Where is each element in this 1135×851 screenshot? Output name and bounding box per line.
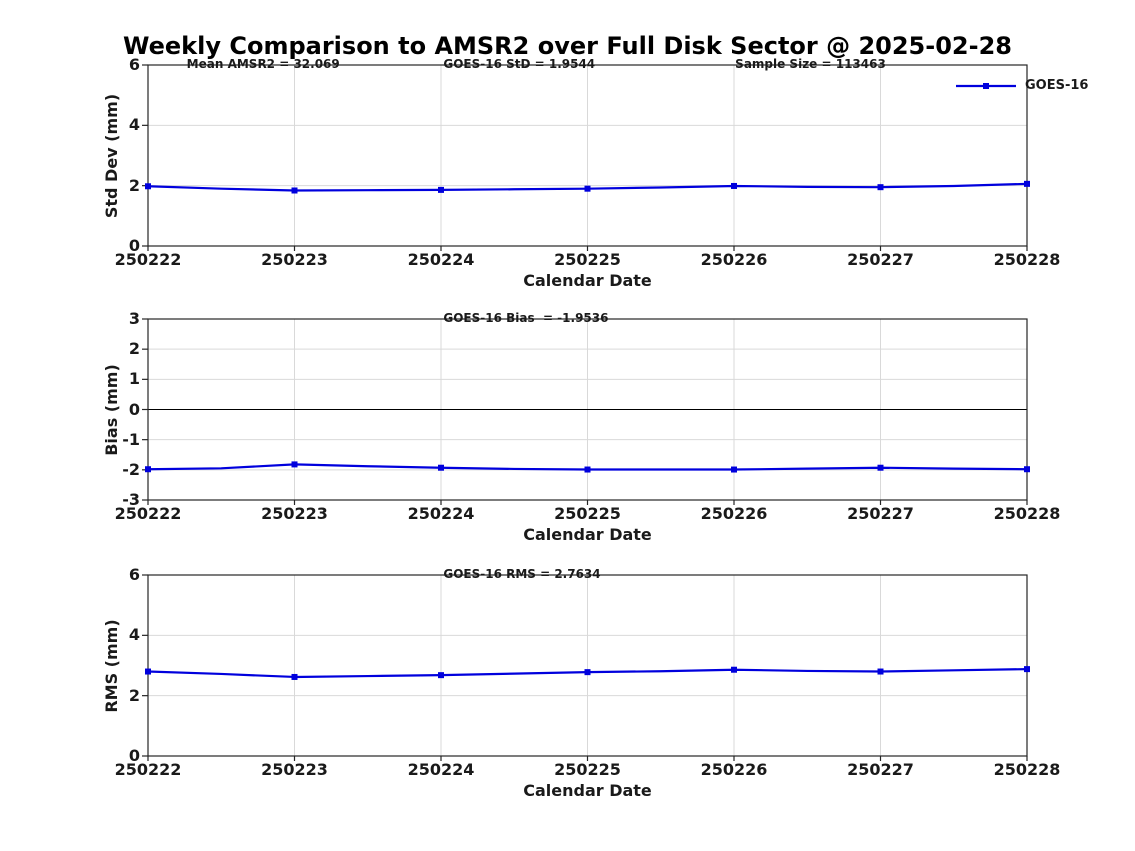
y-axis-label-bias: Bias (mm)	[102, 363, 121, 456]
annotation-std-dev: Mean AMSR2 = 32.069	[186, 57, 340, 71]
y-tick-label: -3	[122, 490, 140, 509]
legend: GOES-16	[954, 77, 1088, 95]
x-tick-label: 250228	[993, 250, 1061, 269]
x-tick-label: 250222	[114, 760, 182, 779]
legend-marker-icon	[983, 83, 989, 89]
x-tick-label: 250224	[407, 250, 475, 269]
data-marker	[145, 668, 151, 675]
data-marker	[291, 673, 298, 680]
y-tick-label: 2	[128, 685, 140, 705]
y-tick-label: 0	[128, 746, 140, 765]
x-axis-label-std-dev: Calendar Date	[523, 271, 652, 290]
y-tick-label: 0	[128, 236, 140, 255]
x-tick-label: 250228	[993, 504, 1061, 523]
legend-label: GOES-16	[1025, 78, 1089, 93]
data-marker	[731, 666, 737, 673]
x-tick-label: 250224	[407, 760, 475, 779]
x-tick-label: 250222	[114, 504, 182, 523]
data-marker	[584, 185, 591, 192]
annotation-rms: GOES-16 RMS = 2.7634	[443, 567, 601, 581]
data-marker	[438, 672, 444, 679]
data-marker	[438, 186, 444, 193]
data-marker	[1024, 466, 1030, 473]
x-tick-label: 250226	[700, 760, 768, 779]
data-marker	[731, 182, 737, 189]
annotation-std-dev: Sample Size = 113463	[735, 57, 886, 71]
x-tick-label: 250228	[993, 760, 1061, 779]
data-marker	[731, 466, 737, 473]
data-marker	[438, 464, 444, 471]
annotation-bias: GOES-16 Bias = -1.9536	[443, 311, 609, 325]
data-marker	[877, 464, 884, 471]
y-tick-label: 1	[128, 369, 140, 389]
data-marker	[291, 461, 298, 468]
data-marker	[1024, 180, 1030, 187]
y-axis-label-std-dev: Std Dev (mm)	[102, 93, 121, 218]
x-tick-label: 250222	[114, 250, 182, 269]
x-tick-label: 250226	[700, 504, 768, 523]
data-marker	[291, 187, 298, 194]
y-tick-label: 2	[128, 175, 140, 195]
y-tick-label: 6	[128, 565, 140, 584]
annotation-std-dev: GOES-16 StD = 1.9544	[443, 57, 596, 71]
x-axis-label-rms: Calendar Date	[523, 781, 652, 800]
y-tick-label: 0	[128, 399, 140, 419]
x-tick-label: 250227	[847, 760, 914, 779]
data-marker	[145, 183, 151, 190]
data-marker	[145, 466, 151, 473]
x-tick-label: 250226	[700, 250, 768, 269]
data-marker	[584, 466, 591, 473]
x-tick-label: 250225	[554, 250, 621, 269]
y-tick-label: 2	[128, 339, 140, 359]
y-axis-label-rms: RMS (mm)	[102, 618, 121, 713]
x-tick-label: 250223	[261, 504, 328, 523]
x-tick-label: 250225	[554, 504, 621, 523]
x-tick-label: 250225	[554, 760, 621, 779]
x-tick-label: 250224	[407, 504, 475, 523]
y-tick-label: 6	[128, 55, 140, 74]
y-tick-label: -2	[122, 459, 140, 479]
x-tick-label: 250227	[847, 504, 914, 523]
data-marker	[877, 668, 884, 675]
x-tick-label: 250223	[261, 250, 328, 269]
data-marker	[1024, 666, 1030, 673]
data-marker	[877, 184, 884, 191]
x-axis-label-bias: Calendar Date	[523, 525, 652, 544]
figure-title: Weekly Comparison to AMSR2 over Full Dis…	[123, 32, 1012, 60]
x-tick-label: 250227	[847, 250, 914, 269]
y-tick-label: 4	[128, 115, 140, 135]
x-tick-label: 250223	[261, 760, 328, 779]
data-marker	[584, 669, 591, 676]
y-tick-label: 4	[128, 625, 140, 645]
y-tick-label: -1	[122, 429, 140, 449]
y-tick-label: 3	[128, 309, 140, 328]
legend-line-icon	[956, 83, 1016, 89]
